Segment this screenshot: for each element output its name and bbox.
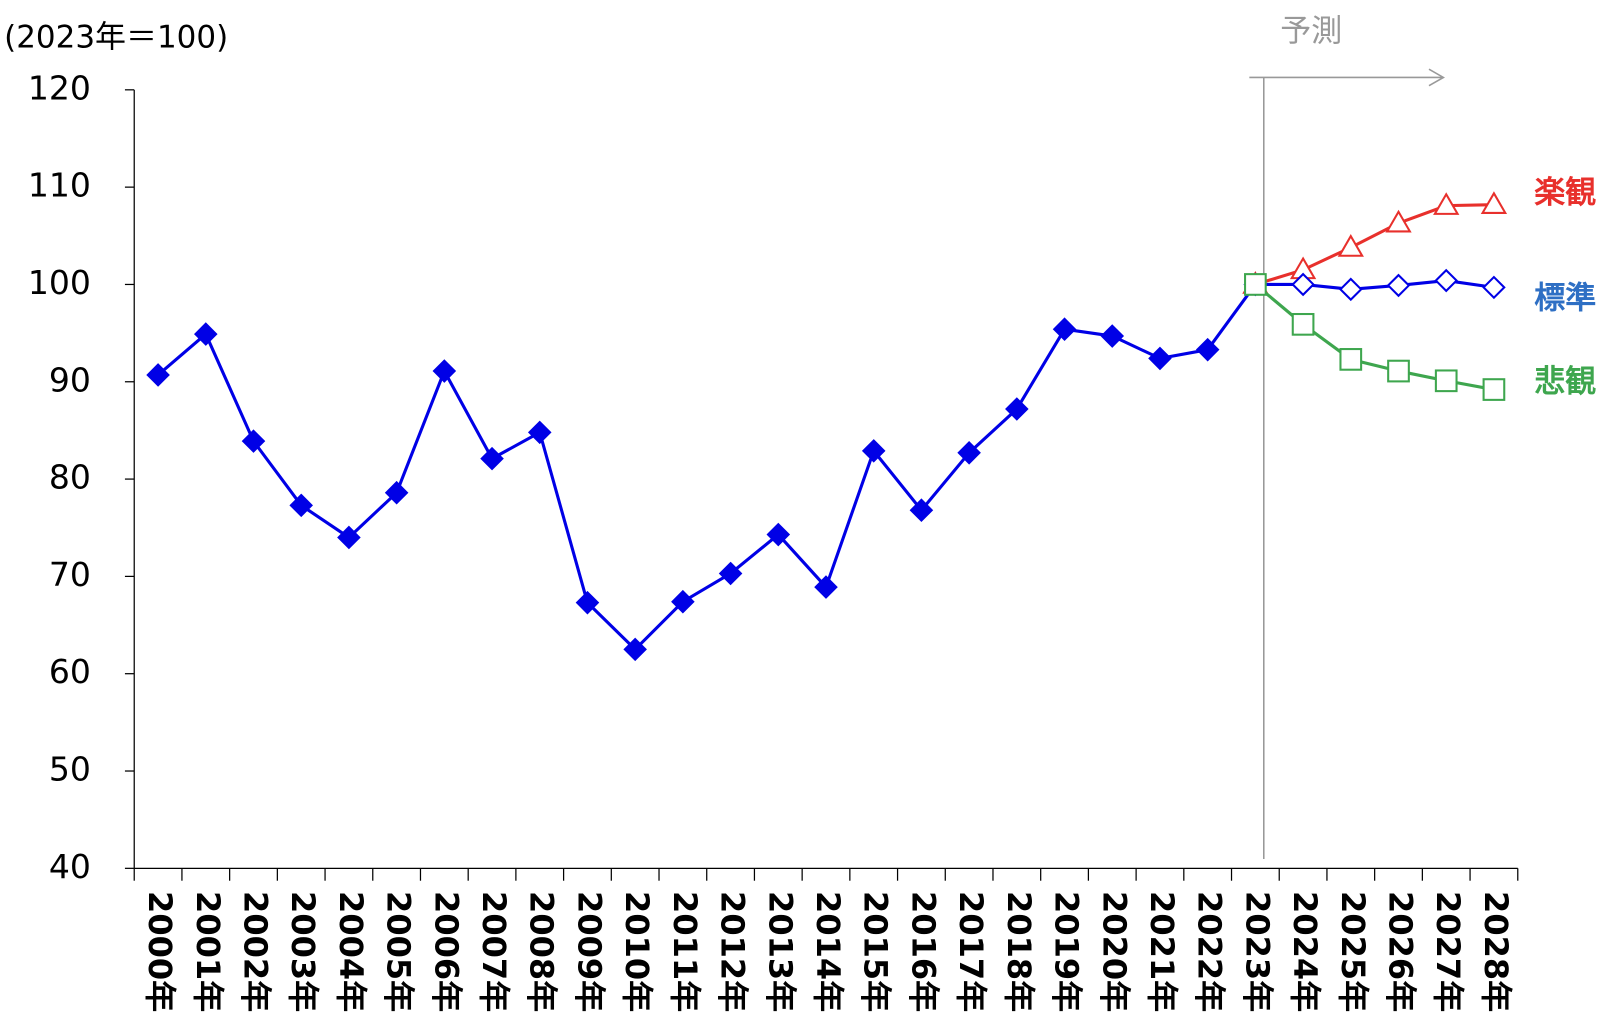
series-line	[1254, 203, 1494, 286]
y-tick-label: 100	[28, 263, 91, 302]
marker	[1339, 348, 1363, 371]
x-tick-label: 2008年	[523, 891, 561, 1012]
x-tick-label: 2004年	[332, 891, 370, 1012]
marker	[814, 575, 838, 599]
marker	[146, 363, 170, 387]
marker	[432, 359, 457, 383]
x-tick-label: 2015年	[857, 891, 895, 1012]
y-tick-label: 60	[49, 652, 91, 691]
marker	[1100, 324, 1125, 348]
x-tick-label: 2017年	[952, 891, 990, 1012]
marker	[289, 493, 313, 518]
series-label: 標準	[1534, 280, 1596, 316]
marker	[337, 525, 361, 550]
series-label: 楽観	[1534, 175, 1596, 211]
x-tick-label: 2011年	[666, 891, 704, 1012]
marker	[1433, 192, 1460, 215]
series-label: 悲観	[1534, 364, 1596, 400]
x-tick-label: 2014年	[809, 891, 847, 1012]
x-tick-label: 2006年	[427, 891, 465, 1012]
x-tick-label: 2010年	[618, 891, 656, 1012]
marker	[194, 322, 218, 346]
x-tick-label: 2027年	[1429, 891, 1467, 1012]
x-tick-label: 2009年	[570, 891, 608, 1012]
marker	[909, 498, 934, 523]
marker	[1482, 378, 1506, 401]
x-tick-label: 2024年	[1286, 891, 1324, 1012]
marker	[623, 637, 647, 662]
marker	[1482, 275, 1506, 300]
marker	[1052, 317, 1077, 342]
y-tick-label: 120	[28, 68, 91, 107]
marker	[1005, 397, 1029, 421]
y-tick-label: 50	[49, 750, 91, 789]
y-tick-label: 40	[49, 847, 91, 886]
marker	[1337, 234, 1364, 257]
marker	[671, 589, 695, 614]
x-tick-label: 2022年	[1191, 891, 1229, 1012]
series-line	[1254, 283, 1495, 392]
x-tick-label: 2016年	[904, 891, 942, 1012]
x-tick-label: 2003年	[284, 891, 322, 1012]
marker	[957, 441, 981, 465]
y-tick-label: 70	[49, 555, 91, 594]
marker	[1339, 277, 1363, 302]
x-tick-label: 2025年	[1334, 891, 1372, 1012]
marker	[1244, 273, 1267, 296]
x-tick-label: 2018年	[1000, 891, 1038, 1012]
marker	[1386, 273, 1411, 298]
x-tick-label: 2012年	[714, 891, 752, 1012]
y-tick-label: 90	[49, 360, 91, 399]
x-tick-label: 2005年	[380, 891, 418, 1012]
marker	[1148, 346, 1172, 371]
x-tick-label: 2000年	[141, 891, 179, 1012]
x-tick-label: 2020年	[1095, 891, 1133, 1012]
x-tick-label: 2021年	[1143, 891, 1181, 1012]
marker	[1291, 272, 1315, 297]
plot: (2023年＝100) 予測 40 50 60 70 80 90 100 110 120 2000…	[4, 14, 1596, 1013]
forecast-arrowhead	[1428, 68, 1445, 87]
marker	[1434, 369, 1458, 393]
marker	[718, 561, 743, 586]
x-tick-label: 2002年	[236, 891, 274, 1012]
marker	[1291, 312, 1315, 336]
marker	[384, 480, 409, 505]
marker	[527, 420, 552, 445]
marker	[1480, 191, 1508, 214]
marker	[575, 590, 600, 615]
y-tick-label: 110	[28, 166, 91, 205]
x-tick-label: 2023年	[1238, 891, 1276, 1012]
marker	[1434, 268, 1458, 293]
marker	[1195, 337, 1220, 362]
marker	[1385, 209, 1412, 233]
x-tick-label: 2013年	[761, 891, 799, 1012]
marker	[480, 446, 504, 471]
x-tick-label: 2026年	[1382, 891, 1420, 1012]
marker	[861, 439, 886, 463]
x-tick-label: 2001年	[189, 891, 227, 1012]
x-tick-label: 2019年	[1048, 891, 1086, 1012]
x-tick-label: 2007年	[475, 891, 513, 1012]
y-tick-label: 80	[49, 458, 91, 497]
x-tick-label: 2028年	[1477, 891, 1515, 1012]
forecast-annotation: 予測	[1280, 14, 1342, 50]
y-unit-label: (2023年＝100)	[4, 20, 228, 56]
marker	[1387, 359, 1410, 383]
marker	[766, 522, 791, 547]
marker	[241, 429, 266, 453]
series-line	[157, 283, 1257, 652]
series-line	[1255, 279, 1495, 291]
